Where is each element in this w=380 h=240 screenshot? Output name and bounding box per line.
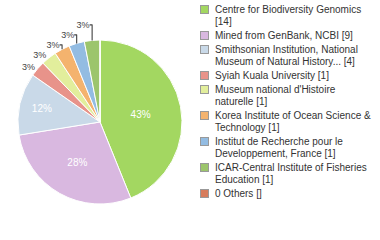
html-text:ICAR-Central Institute of Fish: ICAR-Central Institute of Fisheries Educ…	[215, 162, 367, 185]
svg-text:3%: 3%	[33, 50, 46, 60]
svg-text:43%: 43%	[131, 109, 151, 120]
html-text:Centre for Biodiversity Genomi: Centre for Biodiversity Genomics [14]	[215, 4, 362, 27]
svg-text:12%: 12%	[32, 103, 52, 114]
svg-text:28%: 28%	[67, 157, 87, 168]
html-text:Museum national d'Histoire nat: Museum national d'Histoire naturelle [1]	[215, 84, 336, 107]
svg-text:3%: 3%	[47, 40, 60, 50]
html-text:Institut de Recherche pour le: Institut de Recherche pour le Developpem…	[215, 136, 343, 159]
svg-text:3%: 3%	[22, 62, 35, 72]
html-text:Syiah Kuala University [1]: Syiah Kuala University [1]	[215, 70, 329, 81]
svg-text:3%: 3%	[61, 30, 74, 40]
html-text:0 Others []: 0 Others []	[215, 188, 262, 199]
html-text:Mined from GenBank, NCBI [9]: Mined from GenBank, NCBI [9]	[215, 30, 353, 41]
svg-text:3%: 3%	[77, 20, 90, 30]
html-text:Smithsonian Institution, Natio: Smithsonian Institution, National Museum…	[215, 44, 358, 67]
html-text:Korea Institute of Ocean Scien: Korea Institute of Ocean Science & Techn…	[215, 110, 371, 133]
